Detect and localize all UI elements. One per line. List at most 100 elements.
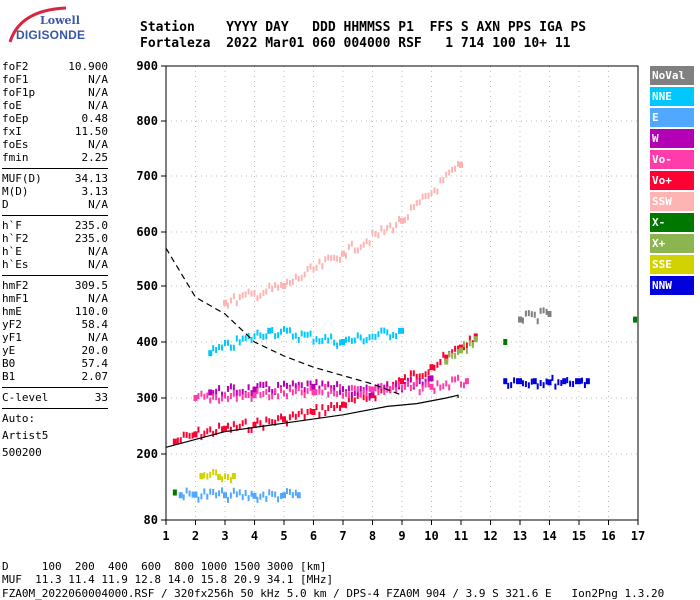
trace-mark [395, 333, 398, 340]
trace-mark [188, 432, 191, 439]
params-group-profile: hmF2 309.5 hmF1 N/A hmE 110.0 yF2 58.4 yF1 N/A yE 2… [2, 279, 108, 383]
data-point [311, 409, 316, 415]
trace-mark [271, 285, 274, 292]
trace-mark [203, 472, 206, 479]
trace-mark [256, 295, 259, 302]
trace-mark [221, 476, 224, 483]
trace-mark [229, 492, 232, 499]
trace-mark [262, 424, 265, 431]
trace-mark [386, 329, 389, 336]
trace-mark [436, 361, 439, 368]
trace-mark [380, 382, 383, 389]
param-row: h`F2 235.0 [2, 232, 108, 245]
trace-mark [507, 382, 510, 389]
trace-mark [415, 200, 418, 207]
param-label: h`F2 [2, 232, 29, 245]
trace-mark [226, 339, 229, 346]
trace-mark [221, 426, 224, 433]
trace-mark [268, 489, 271, 496]
y-tick-label: 200 [136, 447, 158, 461]
trace-mark [232, 421, 235, 428]
trace-mark [297, 275, 300, 282]
trace-mark [315, 404, 318, 411]
trace-mark [321, 380, 324, 387]
trace-mark [197, 393, 200, 400]
data-point [193, 491, 198, 498]
data-point [400, 217, 404, 224]
trace-mark [238, 489, 241, 496]
trace-mark [524, 310, 527, 317]
trace-mark [280, 386, 283, 393]
trace-mark [265, 388, 268, 395]
trace-mark [524, 381, 527, 388]
trace-mark [383, 388, 386, 395]
polarization-legend: NoVal NNE E W Vo- Vo+ SSW X- X+ SSE NNW [650, 66, 694, 297]
series-X+ [444, 336, 478, 365]
trace-mark [339, 388, 342, 395]
param-row: foF1 N/A [2, 73, 108, 86]
param-value: N/A [88, 245, 108, 258]
trace-mark [318, 388, 321, 395]
trace-mark [344, 402, 347, 409]
trace-mark [380, 225, 383, 232]
param-value: N/A [88, 331, 108, 344]
trace-mark [539, 379, 542, 386]
trace-mark [318, 411, 321, 418]
trace-mark [418, 389, 421, 396]
trace-mark [200, 434, 203, 441]
trace-mark [188, 490, 191, 497]
trace-mark [336, 255, 339, 262]
param-label: h`F [2, 219, 22, 232]
trace-mark [309, 263, 312, 270]
trace-mark [330, 333, 333, 340]
trace-mark [374, 395, 377, 402]
trace-mark [288, 414, 291, 421]
trace-mark [454, 352, 457, 359]
trace-mark [386, 224, 389, 231]
trace-mark [536, 383, 539, 390]
trace-mark [309, 384, 312, 391]
data-point [193, 395, 198, 401]
trace-mark [527, 382, 530, 389]
trace-mark [398, 327, 401, 334]
trace-mark [377, 331, 380, 338]
param-label: foF1 [2, 73, 29, 86]
param-label: foF1p [2, 86, 36, 99]
trace-mark [551, 374, 554, 381]
trace-mark [280, 281, 283, 288]
x-tick-label: 3 [221, 529, 228, 543]
trace-mark [557, 379, 560, 386]
trace-mark [238, 294, 241, 301]
param-row: yF2 58.4 [2, 318, 108, 331]
trace-mark [265, 381, 268, 388]
data-point [252, 386, 257, 393]
trace-mark [439, 384, 442, 391]
trace-mark [392, 384, 395, 391]
trace-mark [300, 274, 303, 281]
data-point [532, 378, 537, 385]
ionogram-chart: 1 2 3 4 5 6 7 8 9 10 11 12 13 14 15 16 17802003004005006… [136, 59, 645, 543]
trace-mark [418, 199, 421, 206]
param-row: fxI 11.50 [2, 125, 108, 138]
distance-scale-row: D 100 200 400 600 800 1000 1500 3000 [km… [2, 560, 327, 573]
param-value: 57.4 [81, 357, 109, 370]
data-point [311, 383, 316, 390]
trace-mark [285, 278, 288, 285]
trace-mark [342, 386, 344, 393]
param-value: 33 [94, 391, 108, 404]
trace-mark [445, 171, 448, 178]
legend-item: W [650, 129, 694, 148]
trace-mark [362, 388, 365, 395]
muf-scale-row: MUF 11.3 11.4 11.9 12.8 14.0 15.8 20.9 3… [2, 573, 334, 586]
trace-mark [262, 290, 265, 297]
data-point [370, 386, 375, 393]
param-label: B1 [2, 370, 16, 383]
trace-mark [229, 426, 232, 433]
trace-mark [401, 384, 403, 391]
trace-mark [451, 166, 454, 173]
trace-mark [277, 393, 280, 400]
trace-mark [383, 327, 386, 334]
trace-mark [409, 376, 412, 383]
param-label: hmE [2, 305, 22, 318]
trace-mark [356, 392, 359, 399]
